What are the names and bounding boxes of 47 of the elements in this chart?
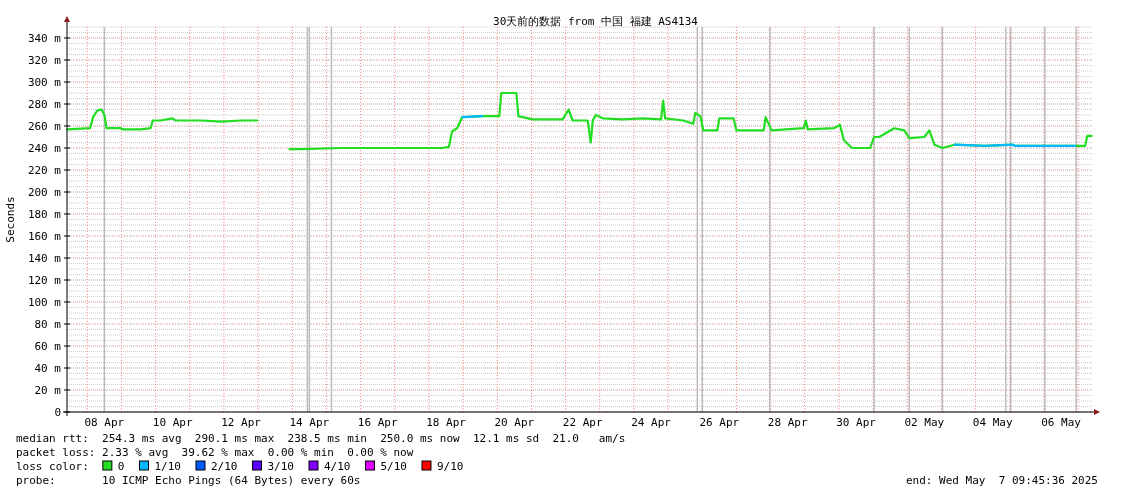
y-tick-label: 180 m bbox=[27, 208, 62, 221]
y-tick-label: 220 m bbox=[27, 164, 62, 177]
x-tick-label: 10 Apr bbox=[152, 416, 193, 429]
x-tick-label: 18 Apr bbox=[426, 416, 467, 429]
x-tick-label: 04 May bbox=[972, 416, 1013, 429]
x-tick-label: 26 Apr bbox=[699, 416, 740, 429]
y-tick-label: 140 m bbox=[27, 252, 62, 265]
y-tick-label: 40 m bbox=[34, 362, 62, 375]
y-tick-label: 100 m bbox=[27, 296, 62, 309]
legend-title: loss color: bbox=[16, 460, 89, 473]
y-tick-label: 80 m bbox=[34, 318, 62, 331]
legend-label: 3/10 bbox=[267, 460, 294, 473]
chart-title: 30天前的数据 from 中国 福建 AS4134 bbox=[493, 15, 699, 28]
legend-label: 4/10 bbox=[323, 460, 351, 473]
x-tick-label: 20 Apr bbox=[494, 416, 535, 429]
y-tick-label: 20 m bbox=[34, 384, 62, 397]
y-tick-label: 300 m bbox=[27, 76, 62, 89]
x-tick-label: 14 Apr bbox=[289, 416, 330, 429]
y-tick-label: 120 m bbox=[27, 274, 62, 287]
y-tick-label: 340 m bbox=[27, 32, 62, 45]
legend-label: 9/10 bbox=[436, 460, 464, 473]
text: end: Wed May 7 09:45:36 2025 bbox=[905, 474, 1098, 487]
y-tick-label: 280 m bbox=[27, 98, 62, 111]
x-tick-label: 02 May bbox=[904, 416, 945, 429]
y-tick-label: 320 m bbox=[27, 54, 62, 67]
x-tick-label: 24 Apr bbox=[631, 416, 672, 429]
x-tick-label: 30 Apr bbox=[836, 416, 877, 429]
x-tick-label: 08 Apr bbox=[84, 416, 125, 429]
y-axis-title: Seconds bbox=[4, 196, 17, 243]
text: probe: 10 ICMP Echo Pings (64 Bytes) every 60s bbox=[16, 474, 361, 487]
text: packet loss: 2.33 % avg 39.62 % max 0.00 % min 0.00 % now bbox=[16, 446, 414, 459]
text: median rtt: 254.3 ms avg 290.1 ms max 238.5 ms min 250.0 ms now 12.1 ms sd 21.0 am/s bbox=[16, 432, 626, 445]
y-tick-label: 240 m bbox=[27, 142, 62, 155]
x-tick-label: 28 Apr bbox=[767, 416, 808, 429]
y-tick-label: 60 m bbox=[34, 340, 62, 353]
legend-label: 0 bbox=[117, 460, 125, 473]
x-tick-label: 12 Apr bbox=[221, 416, 262, 429]
legend-label: 5/10 bbox=[380, 460, 407, 473]
legend-label: 1/10 bbox=[154, 460, 181, 473]
x-tick-label: 22 Apr bbox=[562, 416, 603, 429]
y-tick-label: 0 bbox=[54, 406, 61, 419]
x-tick-label: 06 May bbox=[1041, 416, 1082, 429]
y-tick-label: 160 m bbox=[27, 230, 62, 243]
x-tick-label: 16 Apr bbox=[357, 416, 398, 429]
y-tick-label: 200 m bbox=[27, 186, 62, 199]
legend-label: 2/10 bbox=[210, 460, 238, 473]
y-tick-label: 260 m bbox=[27, 120, 62, 133]
